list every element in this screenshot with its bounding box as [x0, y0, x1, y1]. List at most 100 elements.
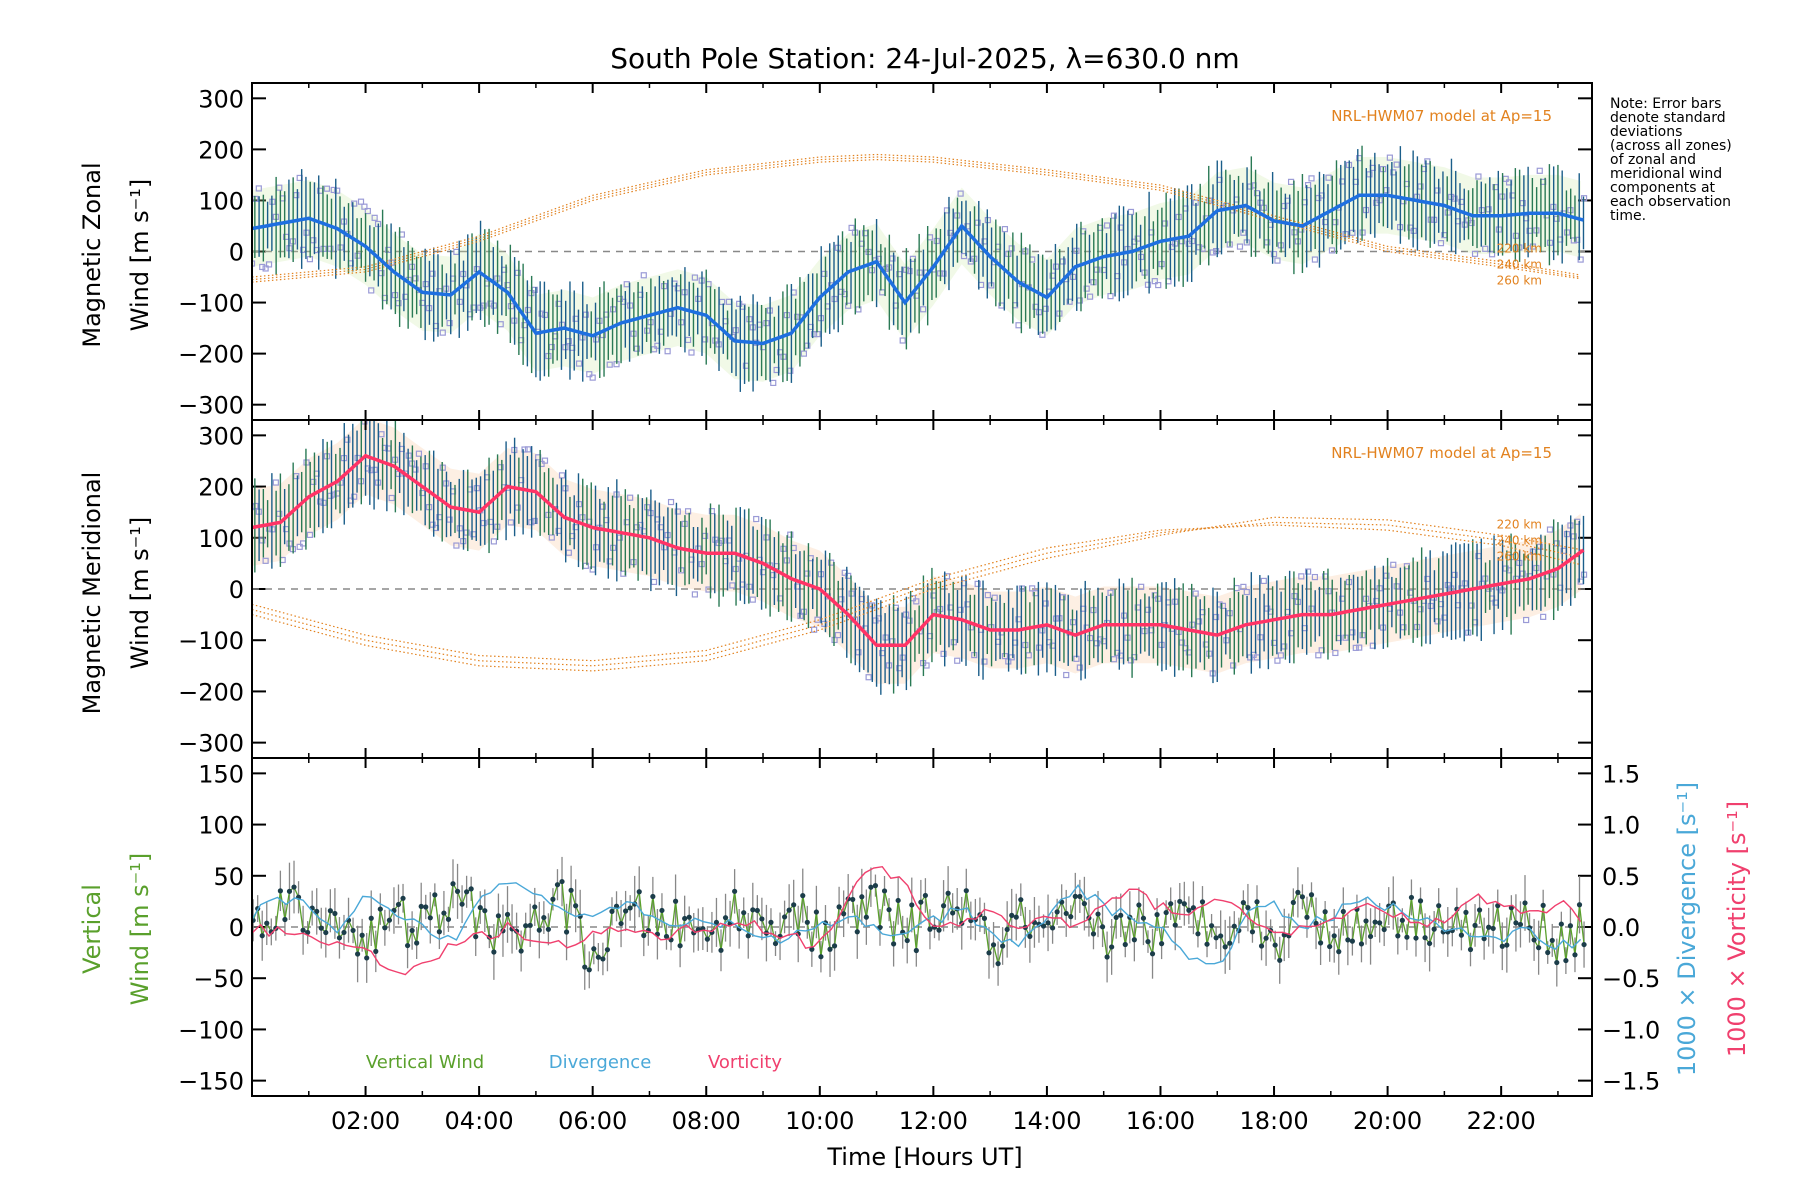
zonal-zone-sample	[371, 214, 378, 221]
meridional-zone-sample	[1352, 644, 1359, 651]
zonal-zone-sample	[1305, 181, 1312, 189]
vertical-wind-point	[1422, 935, 1428, 941]
meridional-zone-sample	[548, 534, 555, 541]
vertical-wind-point	[350, 927, 356, 934]
vertical-wind-point	[1399, 917, 1405, 923]
zonal-zone-sample	[691, 274, 698, 281]
vertical-right-tick-label: 0.5	[1602, 863, 1640, 891]
vertical-wind-point	[831, 943, 838, 949]
vertical-wind-point	[300, 927, 306, 933]
meridional-y-tick-label: −200	[178, 678, 244, 706]
zonal-zone-sample	[1008, 245, 1015, 252]
vertical-wind-point	[1377, 920, 1383, 926]
meridional-zone-sample	[1192, 590, 1199, 597]
vertical-wind-point	[722, 915, 729, 921]
vertical-wind-point	[1431, 926, 1437, 932]
vertical-wind-point	[609, 908, 615, 914]
vertical-wind-point	[1340, 908, 1346, 915]
zonal-zone-sample	[1311, 256, 1319, 263]
zonal-zone-sample	[800, 350, 807, 357]
vertical-wind-point	[1018, 897, 1024, 903]
vertical-wind-point	[1263, 935, 1269, 941]
zonal-zone-sample	[845, 302, 852, 309]
vertical-wind-point	[1558, 921, 1564, 927]
vertical-wind-point	[1077, 893, 1083, 900]
vertical-wind-point	[277, 888, 283, 894]
vertical-wind-point	[1172, 922, 1178, 928]
zonal-zone-sample	[361, 203, 368, 210]
zonal-zone-sample	[1482, 245, 1489, 252]
zonal-zone-sample	[586, 371, 593, 378]
vertical-wind-point	[1204, 941, 1210, 947]
note-line: of zonal and	[1610, 152, 1696, 168]
meridional-ylabel-line2: Wind [m s⁻¹]	[126, 517, 154, 669]
vertical-wind-point	[1131, 937, 1137, 943]
vertical-wind-point	[922, 892, 929, 899]
error-bar-note: Note: Error bars denote standard deviati…	[1610, 96, 1732, 224]
vertical-wind-point	[386, 917, 393, 923]
meridional-zone-sample	[1277, 652, 1284, 659]
vertical-wind-point	[1299, 894, 1306, 900]
vertical-wind-point	[1181, 901, 1187, 907]
meridional-zone-sample	[262, 557, 269, 564]
vertical-wind-point	[536, 927, 542, 933]
meridional-zone-sample	[507, 519, 515, 526]
vertical-wind-point	[259, 933, 265, 939]
vertical-wind-point	[672, 898, 679, 904]
vertical-right-tick-label: 0.0	[1602, 914, 1640, 942]
vertical-wind-point	[591, 946, 597, 952]
vertical-wind-point	[1000, 943, 1006, 949]
x-tick-label: 08:00	[672, 1107, 741, 1135]
vertical-wind-point	[1313, 920, 1319, 926]
vertical-wind-point	[495, 913, 502, 919]
zonal-zone-sample	[664, 348, 671, 355]
vertical-wind-point	[636, 889, 642, 895]
zonal-zone-sample	[1155, 281, 1162, 289]
meridional-zone-sample	[388, 494, 395, 502]
zonal-zone-sample	[1577, 256, 1584, 263]
vertical-wind-point	[1563, 957, 1569, 964]
meridional-zone-sample	[1063, 671, 1070, 679]
vertical-wind-point	[1436, 903, 1442, 909]
meridional-zone-sample	[1243, 588, 1250, 596]
vertical-wind-point	[1213, 935, 1219, 941]
x-axis-label: Time [Hours UT]	[826, 1143, 1022, 1171]
vertical-plot-area	[252, 856, 1592, 990]
vertical-wind-point	[650, 893, 656, 900]
zonal-zone-sample	[1104, 222, 1111, 229]
vertical-wind-point	[781, 914, 788, 920]
vertical-wind-point	[1190, 905, 1197, 911]
vertical-wind-point	[368, 915, 374, 921]
vertical-wind-point	[454, 888, 461, 894]
vertical-wind-point	[318, 925, 324, 931]
vertical-wind-point	[909, 902, 915, 908]
vertical-wind-point	[1159, 941, 1165, 947]
vertical-wind-point	[677, 943, 683, 949]
vertical-wind-point	[509, 926, 515, 932]
x-tick-label: 02:00	[331, 1107, 400, 1135]
vertical-wind-point	[768, 919, 774, 925]
meridional-zone-sample	[1315, 652, 1322, 659]
vertical-wind-point	[527, 922, 533, 928]
meridional-zone-sample	[1390, 561, 1397, 568]
x-tick-label: 22:00	[1467, 1107, 1536, 1135]
legend-entry: Vertical Wind	[366, 1052, 484, 1073]
vertical-wind-point	[854, 929, 860, 935]
zonal-y-tick-label: 100	[198, 187, 244, 215]
vertical-right-tick-label: −0.5	[1602, 965, 1660, 993]
divergence-line	[252, 882, 1582, 965]
meridional-zone-sample	[684, 508, 692, 515]
meridional-zone-sample	[627, 494, 634, 501]
zonal-zone-sample	[899, 337, 906, 344]
vertical-y-tick-label: −50	[193, 965, 244, 993]
vertical-wind-point	[282, 916, 288, 923]
note-line: denote standard	[1610, 110, 1726, 126]
meridional-model-altitude-label: 220 km	[1497, 517, 1542, 531]
vertical-wind-point	[1336, 949, 1342, 955]
vertical-wind-point	[1254, 899, 1260, 905]
vertical-wind-point	[863, 914, 869, 920]
vertical-wind-point	[1486, 924, 1492, 930]
zonal-zone-sample	[1086, 293, 1094, 300]
vertical-wind-point	[1490, 925, 1496, 932]
vertical-wind-point	[691, 930, 697, 936]
